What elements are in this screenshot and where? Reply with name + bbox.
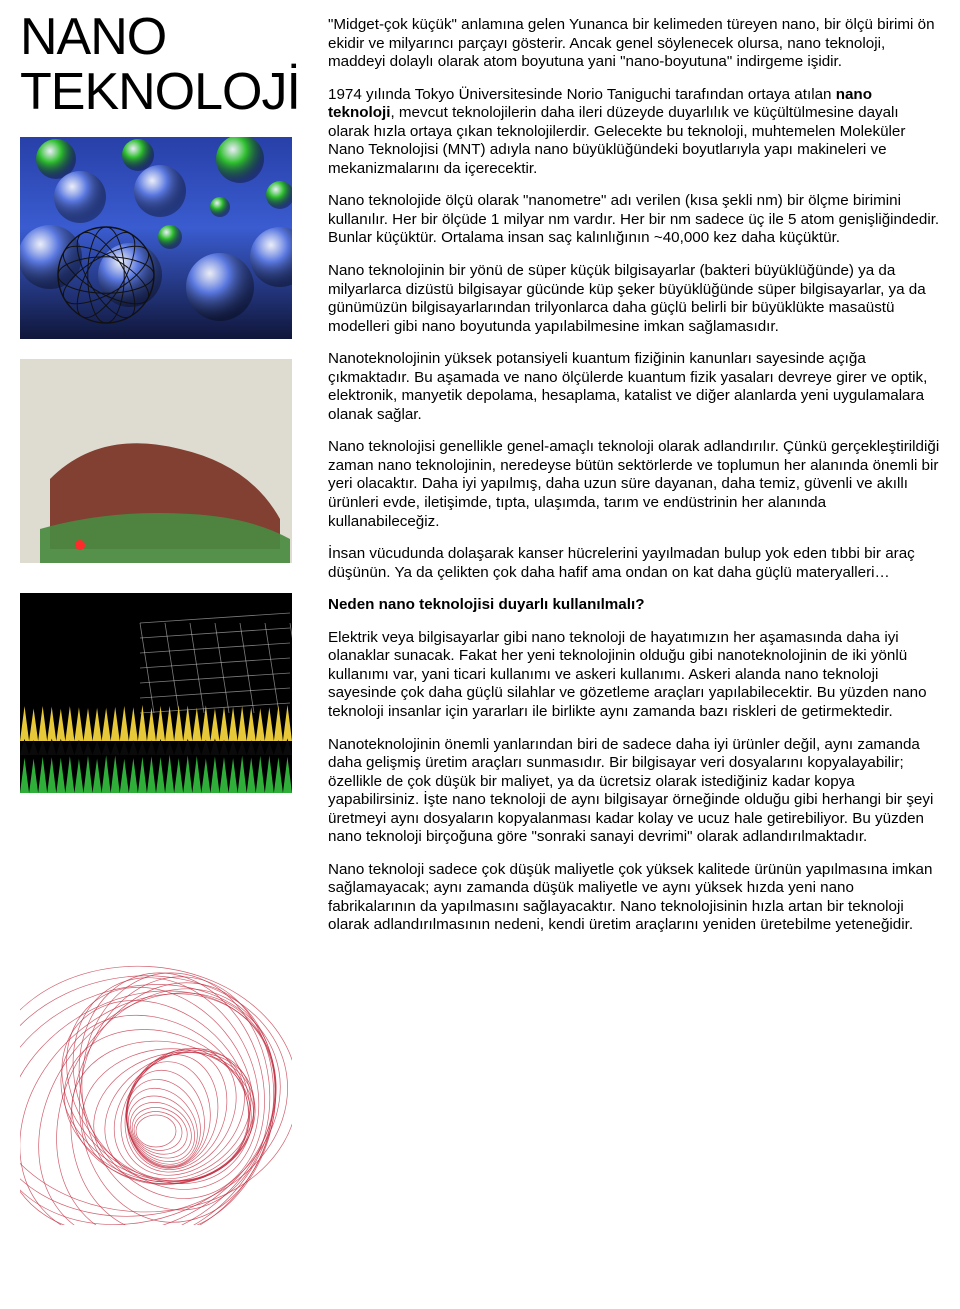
paragraph-general-purpose: Nano teknolojisi genellikle genel-amaçlı… [328, 438, 940, 531]
paragraph-dualuse: Elektrik veya bilgisayarlar gibi nano te… [328, 629, 940, 722]
p2-part-a: 1974 yılında Tokyo Üniversitesinde Norio… [328, 86, 836, 103]
article-body: "Midget-çok küçük" anlamına gelen Yunanc… [310, 10, 940, 1245]
illustration-nanofiber [20, 593, 292, 793]
left-column: NANO TEKNOLOJİ [20, 10, 310, 1245]
paragraph-medical: İnsan vücudunda dolaşarak kanser hücrele… [328, 545, 940, 582]
paragraph-history: 1974 yılında Tokyo Üniversitesinde Norio… [328, 86, 940, 179]
paragraph-quantum: Nanoteknolojinin yüksek potansiyeli kuan… [328, 350, 940, 424]
illustration-nanosurface [20, 359, 292, 563]
title-line1: NANO [20, 8, 166, 66]
paragraph-self-replicate: Nano teknoloji sadece çok düşük maliyetl… [328, 861, 940, 935]
paragraph-production: Nanoteknolojinin önemli yanlarından biri… [328, 736, 940, 847]
illustration-nanostructure [20, 137, 292, 339]
illustration-nanomesh [20, 959, 292, 1225]
p2-part-b: , mevcut teknolojilerin daha ileri düzey… [328, 104, 905, 177]
page-root: NANO TEKNOLOJİ "Midget-çok küçük" anlamı… [0, 0, 960, 1265]
paragraph-nanometer: Nano teknolojide ölçü olarak "nanometre"… [328, 192, 940, 248]
article-title: NANO TEKNOLOJİ [20, 10, 310, 119]
paragraph-intro: "Midget-çok küçük" anlamına gelen Yunanc… [328, 16, 940, 72]
section-heading-question: Neden nano teknolojisi duyarlı kullanılm… [328, 596, 940, 615]
title-line2: TEKNOLOJİ [20, 63, 300, 121]
paragraph-computers: Nano teknolojinin bir yönü de süper küçü… [328, 262, 940, 336]
